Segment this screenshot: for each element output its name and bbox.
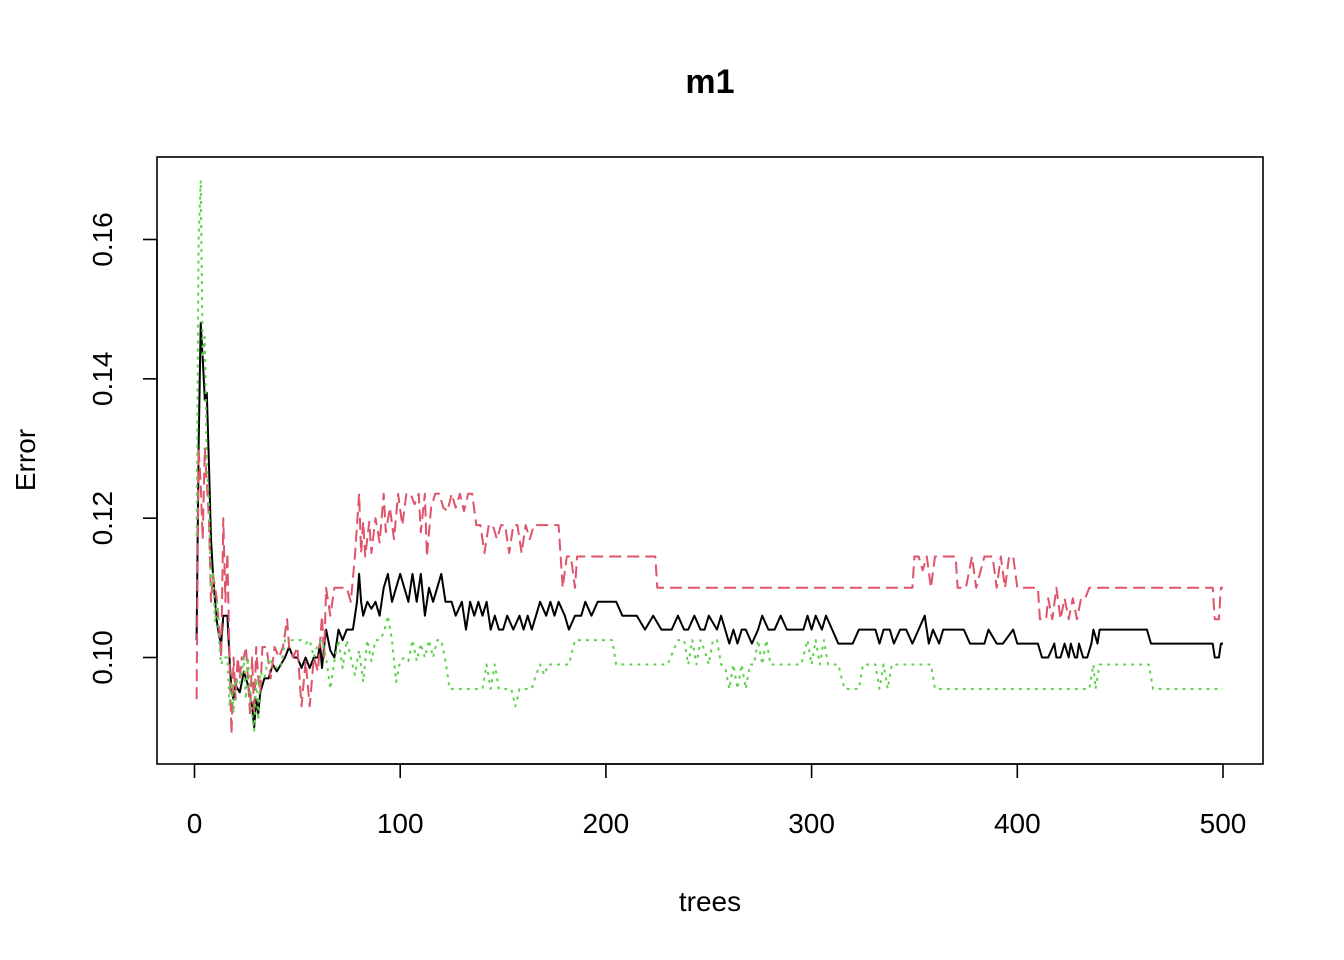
- x-tick-label: 100: [377, 808, 424, 839]
- x-tick-label: 500: [1200, 808, 1247, 839]
- y-tick-label: 0.10: [87, 630, 118, 685]
- error-series-line-3: [195, 179, 1223, 732]
- y-axis-title: Error: [10, 429, 41, 491]
- x-tick-label: 400: [994, 808, 1041, 839]
- x-tick-label: 200: [583, 808, 630, 839]
- series-layer: [195, 179, 1223, 736]
- y-tick-label: 0.14: [87, 352, 118, 407]
- error-series-line-2: [195, 447, 1223, 736]
- y-tick-label: 0.12: [87, 491, 118, 546]
- error-series-line-1: [195, 322, 1223, 729]
- x-axis-title: trees: [679, 886, 741, 917]
- axes-layer: 0 100 200 300 400 500 0.10 0.12 0.14 0.16: [87, 212, 1246, 839]
- x-tick-label: 0: [187, 808, 203, 839]
- chart-title: m1: [685, 63, 734, 101]
- y-tick-label: 0.16: [87, 212, 118, 267]
- x-tick-label: 300: [788, 808, 835, 839]
- plot-frame: [156, 156, 1264, 765]
